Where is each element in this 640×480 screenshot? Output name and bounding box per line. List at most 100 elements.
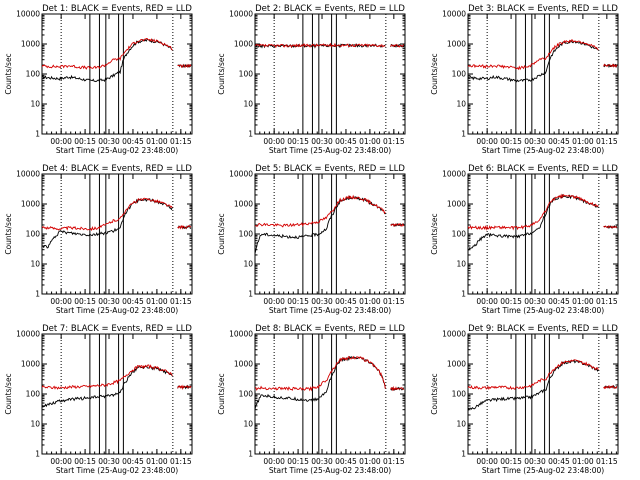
x-tick-label: 01:00	[146, 297, 168, 306]
y-tick-label: 10000	[442, 10, 466, 19]
y-tick-label: 1000	[21, 360, 40, 369]
x-axis-label: Start Time (25-Aug-02 23:48:00)	[269, 306, 391, 315]
x-tick-label: 00:00	[476, 457, 498, 466]
y-tick-label: 10000	[442, 330, 466, 339]
y-tick-label: 10	[243, 100, 253, 109]
panel-det-9: Det 9: BLACK = Events, RED = LLD 1 10 100 10…	[430, 324, 619, 475]
panel-title: Det 7: BLACK = Events, RED = LLD	[42, 324, 192, 334]
x-tick-label: 00:45	[548, 137, 570, 146]
x-tick-label: 00:30	[98, 457, 120, 466]
x-tick-label: 00:45	[548, 297, 570, 306]
x-tick-label: 00:45	[335, 137, 357, 146]
y-tick-label: 100	[452, 230, 467, 239]
y-tick-label: 1	[248, 450, 253, 459]
y-tick-label: 10	[243, 420, 253, 429]
y-tick-label: 10	[243, 260, 253, 269]
panel-title: Det 4: BLACK = Events, RED = LLD	[42, 164, 192, 174]
y-tick-label: 1	[461, 450, 466, 459]
x-axis-label: Start Time (25-Aug-02 23:48:00)	[482, 306, 604, 315]
series-line-lld	[468, 39, 599, 71]
series-line-lld	[255, 194, 386, 228]
x-tick-label: 00:30	[524, 297, 546, 306]
series-line-events	[468, 40, 599, 83]
x-tick-label: 01:15	[170, 457, 192, 466]
series-tail-lld	[603, 384, 618, 390]
y-tick-label: 1	[461, 290, 466, 299]
y-axis-label: Counts/sec	[217, 53, 226, 94]
y-tick-label: 100	[26, 230, 41, 239]
series-line-events	[468, 193, 599, 251]
y-tick-label: 100	[26, 390, 41, 399]
series-line-lld	[42, 197, 173, 232]
y-axis-label: Counts/sec	[4, 213, 13, 254]
y-tick-label: 100	[26, 70, 41, 79]
panel-det-2: Det 2: BLACK = Events, RED = LLD 1 10 100 10…	[217, 4, 406, 155]
y-tick-label: 1	[248, 130, 253, 139]
y-axis-label: Counts/sec	[4, 373, 13, 414]
x-tick-label: 01:00	[359, 457, 381, 466]
plot-frame	[254, 13, 406, 135]
plot-frame	[254, 333, 406, 455]
x-axis-label: Start Time (25-Aug-02 23:48:00)	[269, 466, 391, 475]
x-tick-label: 00:30	[311, 297, 333, 306]
x-tick-label: 01:15	[383, 297, 405, 306]
y-tick-label: 10	[30, 260, 40, 269]
y-tick-label: 100	[452, 390, 467, 399]
y-tick-label: 1000	[447, 40, 466, 49]
y-tick-label: 100	[239, 230, 254, 239]
y-tick-label: 1000	[234, 360, 253, 369]
y-tick-label: 1000	[447, 200, 466, 209]
y-tick-label: 10	[456, 100, 466, 109]
panel-det-1: Det 1: BLACK = Events, RED = LLD 1 10 100 10…	[4, 4, 193, 155]
x-tick-label: 01:00	[572, 297, 594, 306]
x-tick-label: 00:15	[74, 137, 96, 146]
x-tick-label: 00:45	[122, 297, 144, 306]
series-line-lld	[468, 193, 599, 231]
series-tail-lld	[603, 225, 618, 229]
y-axis-label: Counts/sec	[4, 53, 13, 94]
x-tick-label: 01:15	[596, 137, 618, 146]
plot-frame	[467, 13, 619, 135]
series-tail-lld	[603, 63, 618, 68]
y-tick-label: 1000	[234, 40, 253, 49]
x-tick-label: 01:15	[596, 457, 618, 466]
y-tick-label: 10000	[16, 10, 40, 19]
x-tick-label: 01:00	[146, 457, 168, 466]
x-tick-label: 00:15	[287, 297, 309, 306]
x-tick-label: 00:15	[500, 297, 522, 306]
y-tick-label: 1	[461, 130, 466, 139]
y-tick-label: 1	[35, 130, 40, 139]
x-tick-label: 01:15	[383, 137, 405, 146]
y-tick-label: 100	[452, 70, 467, 79]
panel-title: Det 9: BLACK = Events, RED = LLD	[468, 324, 618, 334]
plot-frame	[254, 173, 406, 295]
x-tick-label: 00:30	[98, 137, 120, 146]
x-axis-label: Start Time (25-Aug-02 23:48:00)	[482, 146, 604, 155]
plot-frame	[41, 13, 193, 135]
series-line-events	[42, 38, 173, 83]
series-tail-events	[603, 384, 618, 389]
series-tail-lld	[177, 384, 192, 391]
y-tick-label: 1000	[234, 200, 253, 209]
y-tick-label: 1	[35, 450, 40, 459]
x-tick-label: 00:15	[500, 457, 522, 466]
y-tick-label: 10000	[16, 170, 40, 179]
x-tick-label: 01:00	[572, 457, 594, 466]
x-tick-label: 00:00	[263, 297, 285, 306]
y-axis-label: Counts/sec	[430, 213, 439, 254]
x-tick-label: 00:15	[74, 297, 96, 306]
y-tick-label: 10000	[16, 330, 40, 339]
y-tick-label: 1	[248, 290, 253, 299]
x-tick-label: 01:00	[359, 137, 381, 146]
x-tick-label: 01:15	[383, 457, 405, 466]
panel-det-3: Det 3: BLACK = Events, RED = LLD 1 10 100 10…	[430, 4, 619, 155]
y-axis-label: Counts/sec	[217, 213, 226, 254]
x-tick-label: 00:30	[311, 137, 333, 146]
x-tick-label: 00:15	[74, 457, 96, 466]
y-tick-label: 1000	[21, 40, 40, 49]
series-line-lld	[255, 355, 386, 392]
plot-frame	[467, 333, 619, 455]
panel-det-4: Det 4: BLACK = Events, RED = LLD 1 10 100 10…	[4, 164, 193, 315]
y-tick-label: 1	[35, 290, 40, 299]
